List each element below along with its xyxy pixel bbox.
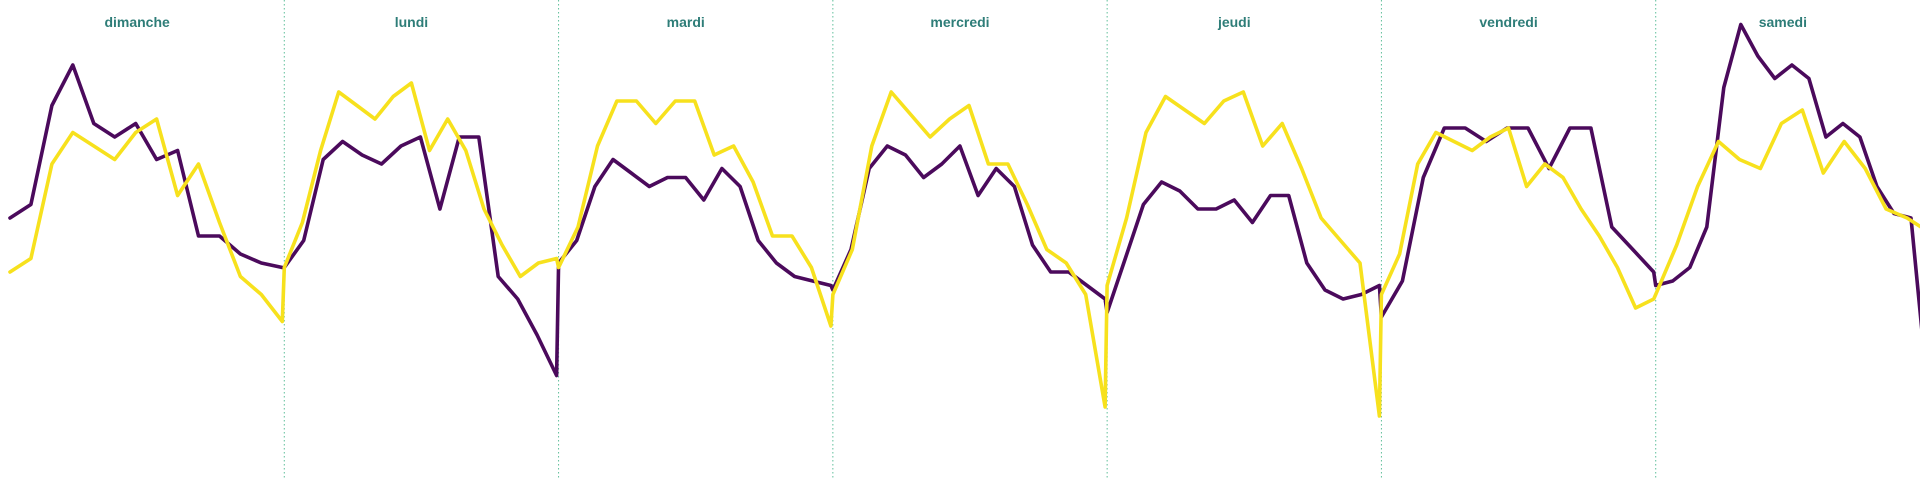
day-label-6: samedi — [1759, 14, 1807, 30]
series-line-1 — [8, 22, 1920, 378]
day-label-3: mercredi — [930, 14, 989, 30]
day-separators — [283, 0, 1657, 480]
day-label-5: vendredi — [1479, 14, 1537, 30]
day-label-0: dimanche — [104, 14, 170, 30]
day-label-1: lundi — [395, 14, 428, 30]
series-line-2 — [8, 81, 1920, 418]
day-labels: dimanche lundi mardi mercredi jeudi vendredi s… — [104, 14, 1807, 30]
day-label-2: mardi — [667, 14, 705, 30]
series-lines — [8, 22, 1920, 418]
day-label-4: jeudi — [1217, 14, 1251, 30]
